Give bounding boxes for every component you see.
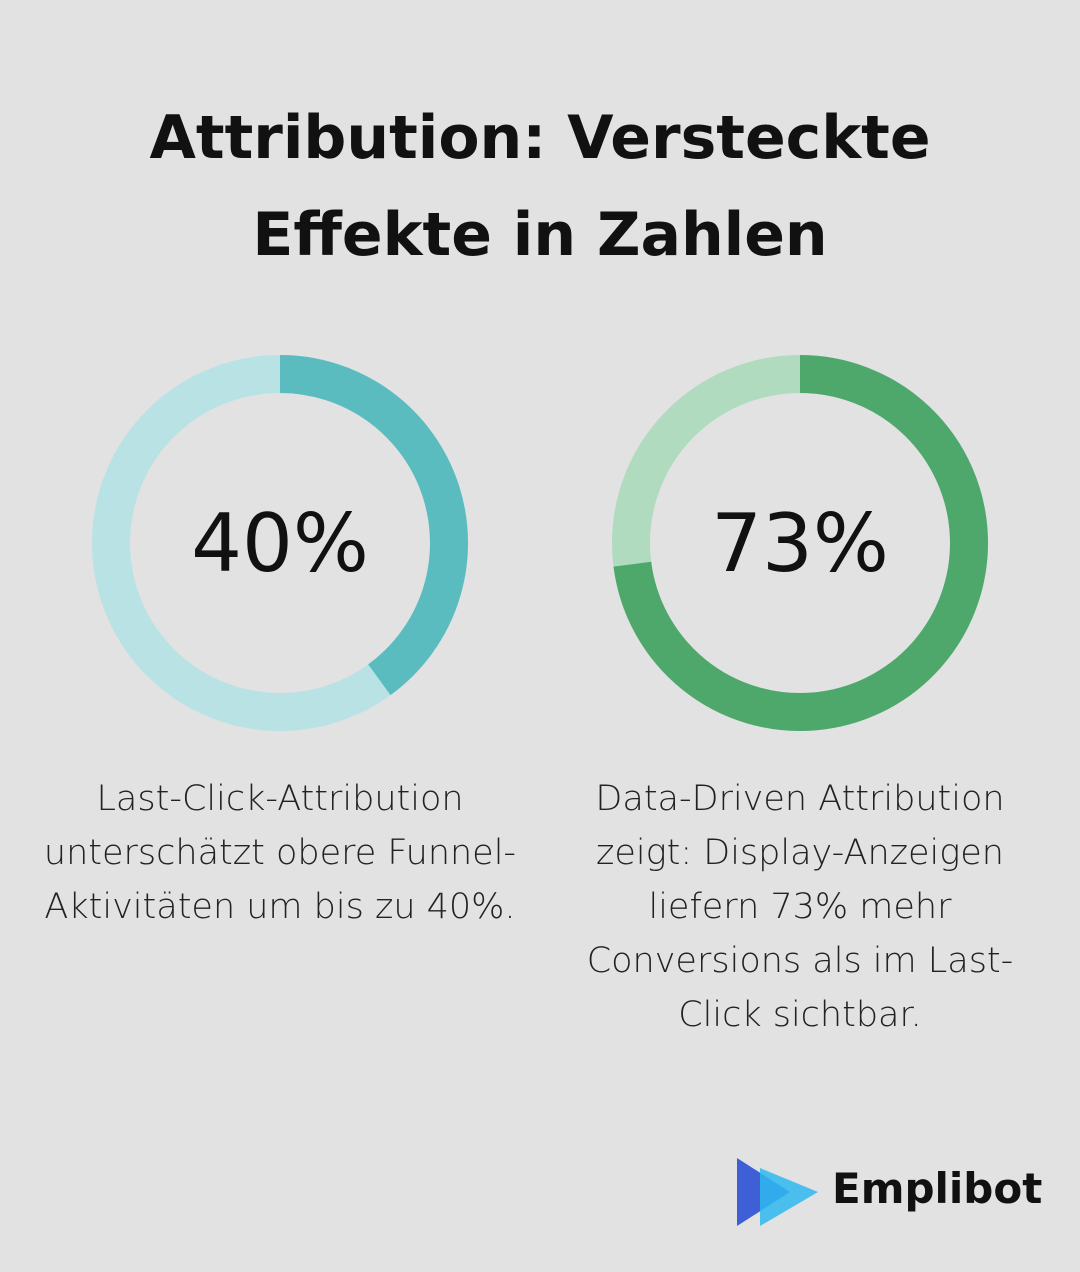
title: Attribution: Versteckte Effekte in Zahle… <box>149 103 931 270</box>
brand: Emplibot <box>832 1164 1043 1213</box>
donut-arc <box>279 355 468 696</box>
donut-arc <box>613 355 988 731</box>
logo-shape <box>760 1168 818 1226</box>
value-label: 73% <box>711 497 889 590</box>
caption: Data-Driven Attribution zeigt: Display-A… <box>586 779 1014 1035</box>
value-label: 40% <box>191 497 369 590</box>
caption: Last-Click-Attribution unterschätzt ober… <box>43 779 517 927</box>
